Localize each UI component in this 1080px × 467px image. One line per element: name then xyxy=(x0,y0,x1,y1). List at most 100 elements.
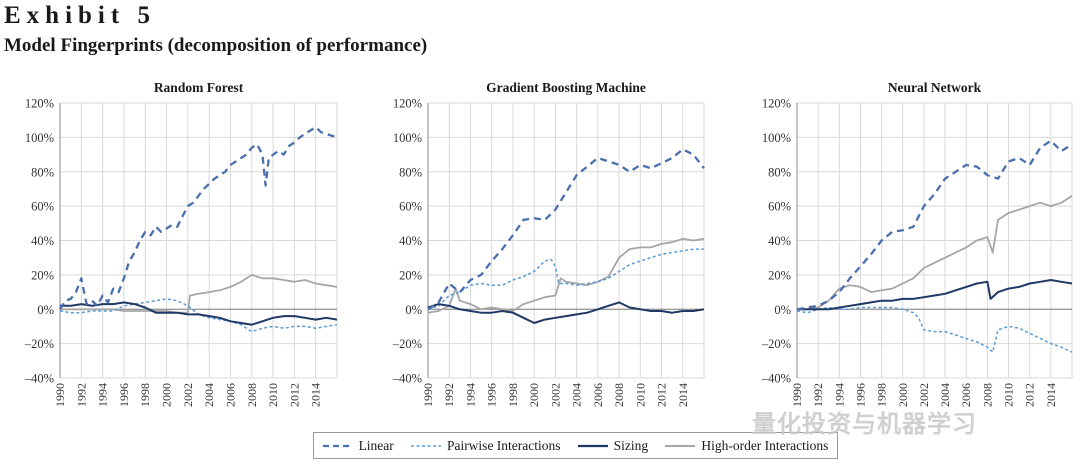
y-tick-label: 60% xyxy=(399,200,422,214)
solid-line-icon xyxy=(665,444,696,447)
dashed-line-icon xyxy=(322,444,353,447)
x-tick-label: 2004 xyxy=(570,383,584,407)
y-tick-label: 20% xyxy=(399,268,422,282)
legend-item-high-order: High-order Interactions xyxy=(665,438,828,454)
x-tick-label: 2006 xyxy=(591,383,605,407)
x-tick-label: 2012 xyxy=(287,383,301,407)
exhibit-label: Exhibit 5 xyxy=(4,2,156,29)
chart-panel-3: Neural Network –40% –20% 0% 20% 40% 60% 80% 100%… xyxy=(761,80,1073,407)
x-tick-label: 1994 xyxy=(832,383,846,407)
y-tick-label: 20% xyxy=(768,268,791,282)
x-tick-label: 1990 xyxy=(421,383,435,407)
x-tick-label: 2002 xyxy=(181,383,195,407)
y-tick-label: –20% xyxy=(392,337,422,351)
series-line-high-order xyxy=(427,237,705,314)
x-tick-label: 1990 xyxy=(790,383,804,407)
x-tick-label: 2012 xyxy=(655,383,669,407)
x-tick-label: 1990 xyxy=(53,383,67,407)
dotted-line-icon xyxy=(410,444,441,447)
y-tick-label: 80% xyxy=(31,165,54,179)
series-line-pairwise xyxy=(427,248,704,311)
y-tick-label: 100% xyxy=(25,131,54,145)
y-tick-label: –40% xyxy=(24,372,54,386)
y-tick-label: 120% xyxy=(25,97,54,111)
chart-title: Random Forest xyxy=(154,80,244,95)
x-tick-label: 2000 xyxy=(527,383,541,407)
y-tick-label: 80% xyxy=(768,165,791,179)
y-tick-label: 120% xyxy=(393,97,422,111)
x-tick-label: 1992 xyxy=(811,383,825,407)
y-tick-label: 0% xyxy=(774,303,791,317)
x-tick-label: 2000 xyxy=(160,383,174,407)
y-tick-label: –20% xyxy=(761,337,791,351)
x-tick-label: 2010 xyxy=(1002,383,1016,407)
x-tick-label: 1996 xyxy=(853,383,867,407)
y-tick-label: 80% xyxy=(399,165,422,179)
chart-legend: Linear Pairwise Interactions Sizing High… xyxy=(313,432,838,459)
y-tick-label: 40% xyxy=(768,234,791,248)
x-tick-label: 1994 xyxy=(96,383,110,407)
chart-panel-2: Gradient Boosting Machine –40% –20% 0% 20% 40… xyxy=(392,80,705,407)
x-tick-label: 1996 xyxy=(117,383,131,407)
x-tick-label: 2014 xyxy=(309,383,323,407)
y-tick-label: –40% xyxy=(761,372,791,386)
legend-label-sizing: Sizing xyxy=(613,437,649,453)
x-tick-label: 2014 xyxy=(676,383,690,407)
chart-panel-1: Random Forest –40% –20% 0% 20% 40% 60% 80% 100% 1… xyxy=(24,80,338,407)
y-tick-label: 20% xyxy=(31,268,54,282)
series-line-high-order xyxy=(797,195,1073,311)
chart-title: Gradient Boosting Machine xyxy=(486,80,646,95)
y-tick-label: 40% xyxy=(31,234,54,248)
x-tick-label: 1996 xyxy=(485,383,499,407)
series-line-pairwise xyxy=(796,306,1073,353)
y-tick-label: 60% xyxy=(31,200,54,214)
y-tick-label: 100% xyxy=(762,131,791,145)
legend-item-sizing: Sizing xyxy=(577,437,649,454)
watermark-text: 量化投资与机器学习 xyxy=(752,410,977,438)
legend-label-linear: Linear xyxy=(358,437,394,453)
x-tick-label: 2002 xyxy=(917,383,931,407)
x-tick-label: 2004 xyxy=(202,383,216,407)
x-tick-label: 2008 xyxy=(980,383,994,407)
x-tick-label: 2008 xyxy=(612,383,626,407)
series-line-linear xyxy=(427,148,705,311)
legend-item-pairwise: Pairwise Interactions xyxy=(410,437,561,454)
series-line-sizing xyxy=(60,301,338,326)
series-line-sizing xyxy=(797,279,1073,311)
chart-title: Neural Network xyxy=(888,80,982,95)
legend-item-linear: Linear xyxy=(322,437,394,454)
x-tick-label: 1992 xyxy=(74,383,88,407)
series-line-high-order xyxy=(60,273,338,314)
x-tick-label: 2006 xyxy=(223,383,237,407)
x-tick-label: 2010 xyxy=(266,383,280,407)
y-tick-label: –40% xyxy=(392,372,422,386)
x-tick-label: 2004 xyxy=(938,383,952,407)
x-tick-label: 2012 xyxy=(1023,383,1037,407)
series-line-linear xyxy=(59,125,338,310)
x-tick-label: 2014 xyxy=(1044,383,1058,407)
x-tick-label: 2010 xyxy=(633,383,647,407)
x-tick-label: 1998 xyxy=(875,383,889,407)
x-tick-label: 2006 xyxy=(959,383,973,407)
x-tick-label: 1992 xyxy=(442,383,456,407)
solid-line-icon xyxy=(577,444,608,447)
legend-label-pairwise: Pairwise Interactions xyxy=(446,437,561,453)
x-tick-label: 2008 xyxy=(245,383,259,407)
x-tick-label: 1994 xyxy=(463,383,477,407)
legend-label-high-order: High-order Interactions xyxy=(701,437,829,453)
y-tick-label: 0% xyxy=(37,303,54,317)
x-tick-label: 1998 xyxy=(506,383,520,407)
series-line-sizing xyxy=(427,301,705,324)
series-line-linear xyxy=(796,139,1073,311)
figure-subtitle: Model Fingerprints (decomposition of per… xyxy=(4,35,428,56)
y-tick-label: 120% xyxy=(762,97,791,111)
y-tick-label: 40% xyxy=(399,234,422,248)
x-tick-label: 2000 xyxy=(896,383,910,407)
y-tick-label: 100% xyxy=(393,131,422,145)
y-tick-label: 0% xyxy=(405,303,422,317)
y-tick-label: 60% xyxy=(768,200,791,214)
x-tick-label: 2002 xyxy=(548,383,562,407)
y-tick-label: –20% xyxy=(24,337,54,351)
x-tick-label: 1998 xyxy=(138,383,152,407)
